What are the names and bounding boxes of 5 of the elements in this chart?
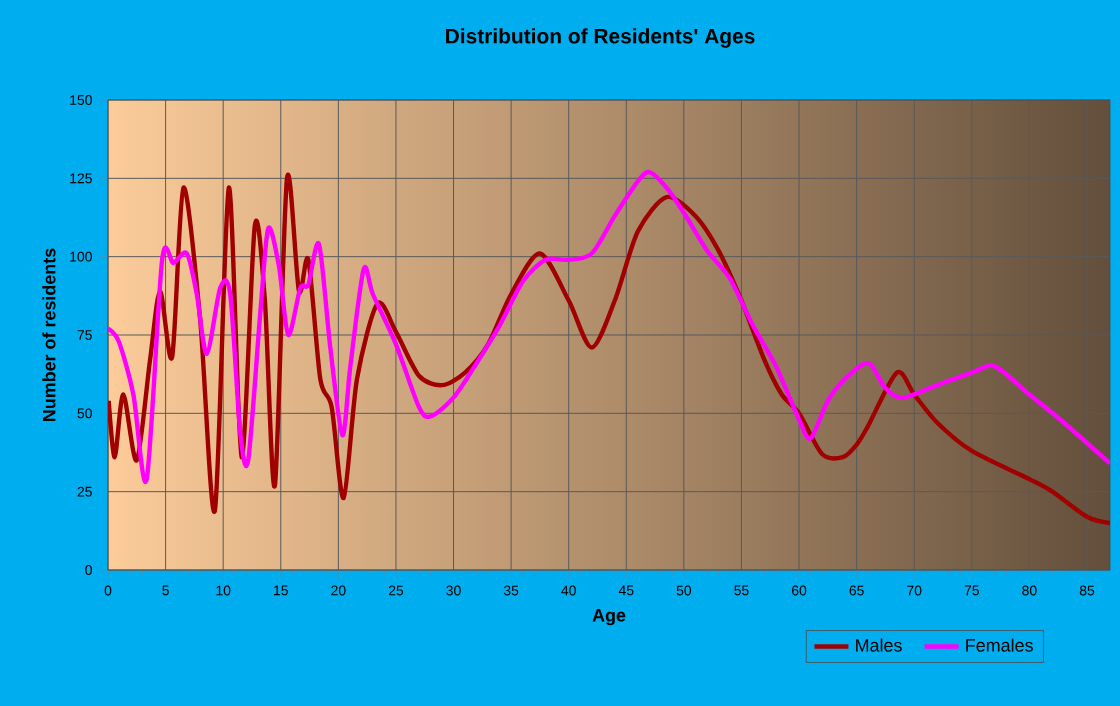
x-axis-title: Age — [592, 609, 626, 626]
legend-label: Males — [856, 638, 902, 652]
chart-title: Distribution of Residents' Ages — [446, 28, 755, 48]
legend-label: Females — [966, 638, 1033, 652]
y-axis-title: Number of residents — [42, 248, 56, 421]
